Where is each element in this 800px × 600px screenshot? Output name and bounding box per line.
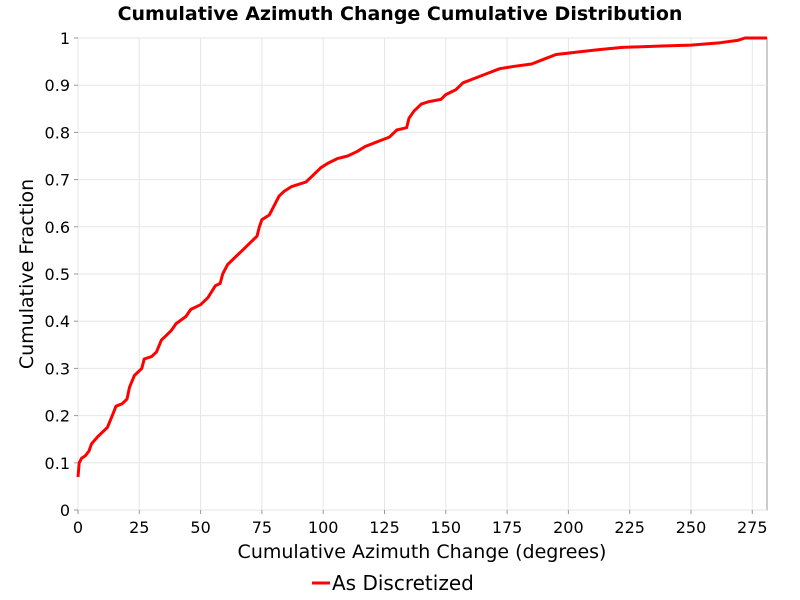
y-tick-label: 0.4	[45, 312, 70, 331]
x-axis-label: Cumulative Azimuth Change (degrees)	[238, 541, 607, 563]
axes: 0 25 50 75 100 125 150 175 200 225 250 275 0 0.1 0.2 0.…	[45, 29, 768, 537]
x-tick-label: 25	[129, 518, 149, 537]
y-tick-label: 0.9	[45, 76, 70, 95]
y-tick-label: 0.1	[45, 454, 70, 473]
y-tick-label: 0.5	[45, 265, 70, 284]
grid	[77, 37, 767, 511]
y-tick-label: 0.3	[45, 359, 70, 378]
y-axis-label: Cumulative Fraction	[16, 179, 38, 369]
x-tick-label: 225	[614, 518, 645, 537]
x-tick-label: 250	[676, 518, 707, 537]
legend-label: As Discretized	[332, 571, 474, 595]
x-tick-label: 125	[369, 518, 400, 537]
y-tick-label: 0.6	[45, 218, 70, 237]
y-tick-label: 0.7	[45, 171, 70, 190]
y-tick-label: 0	[60, 501, 70, 520]
x-tick-label: 75	[252, 518, 272, 537]
x-tick-label: 200	[553, 518, 584, 537]
y-tick-label: 0.2	[45, 407, 70, 426]
legend: As Discretized	[312, 571, 474, 595]
y-tick-label: 1	[60, 29, 70, 48]
series-lines	[76, 36, 767, 478]
y-tick-label: 0.8	[45, 123, 70, 142]
x-tick-label: 100	[308, 518, 339, 537]
x-tick-label: 275	[737, 518, 768, 537]
x-tick-label: 175	[492, 518, 523, 537]
x-tick-label: 50	[190, 518, 210, 537]
x-tick-label: 0	[73, 518, 83, 537]
chart-title: Cumulative Azimuth Change Cumulative Dis…	[118, 3, 683, 25]
x-tick-label: 150	[431, 518, 462, 537]
series-line	[76, 36, 767, 478]
